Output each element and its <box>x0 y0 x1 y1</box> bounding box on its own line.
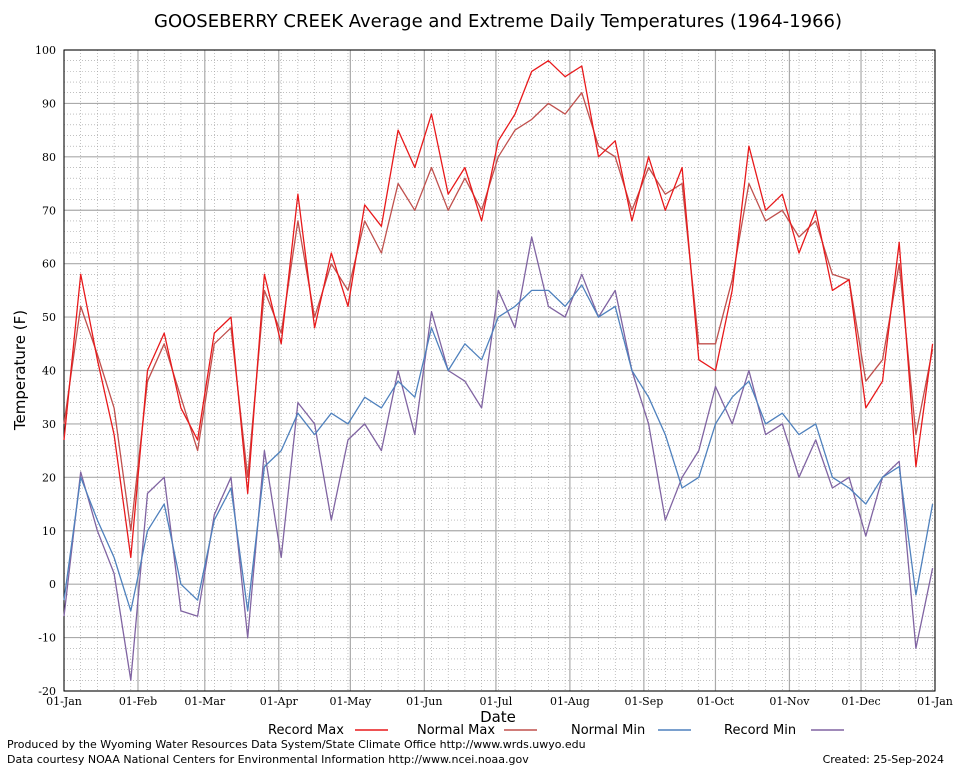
legend: Record Max Normal Max Normal Min Record Min <box>268 723 844 738</box>
y-tick-label: 100 <box>35 44 56 57</box>
x-tick-label: 01-Apr <box>260 695 299 708</box>
legend-label-normal-max: Normal Max <box>417 723 495 738</box>
y-axis-label: Temperature (F) <box>11 310 29 431</box>
x-tick-label: 01-Aug <box>550 695 590 708</box>
x-tick-label: 01-Jan <box>46 695 82 708</box>
y-tick-label: 20 <box>42 471 56 484</box>
x-tick-label: 01-Dec <box>841 695 880 708</box>
x-tick-label: 01-Nov <box>769 695 810 708</box>
y-tick-label: 60 <box>42 258 56 271</box>
legend-label-normal-min: Normal Min <box>571 723 645 738</box>
y-tick-label: 40 <box>42 365 56 378</box>
x-tick-label: 01-May <box>329 695 372 708</box>
y-tick-label: 50 <box>42 311 56 324</box>
x-tick-label: 01-Jun <box>406 695 442 708</box>
series-line-record-max <box>63 60 934 559</box>
y-tick-label: 10 <box>42 525 56 538</box>
x-axis-label: Date <box>480 708 516 726</box>
y-tick-label: 0 <box>49 578 56 591</box>
plot-frame <box>63 49 936 692</box>
y-tick-label: -20 <box>38 685 56 698</box>
x-tick-label: 01-Sep <box>624 695 663 708</box>
legend-label-record-min: Record Min <box>724 723 796 738</box>
x-tick-label: 01-Mar <box>184 695 226 708</box>
chart-title: GOOSEBERRY CREEK Average and Extreme Dai… <box>154 11 842 32</box>
footer-created: Created: 25-Sep-2024 <box>823 753 944 766</box>
x-tick-label: 01-Jan <box>917 695 953 708</box>
footer-produced-by: Produced by the Wyoming Water Resources … <box>7 738 586 751</box>
footer-data-courtesy: Data courtesy NOAA National Centers for … <box>7 753 529 766</box>
y-tick-label: 90 <box>42 97 56 110</box>
y-tick-label: 30 <box>42 418 56 431</box>
y-tick-label: 70 <box>42 204 56 217</box>
legend-label-record-max: Record Max <box>268 723 344 738</box>
series-line-normal-min <box>63 284 934 612</box>
y-tick-label: -10 <box>38 632 56 645</box>
x-tick-label: 01-Feb <box>119 695 157 708</box>
y-tick-label: 80 <box>42 151 56 164</box>
series-line-normal-max <box>63 92 934 532</box>
x-tick-label: 01-Oct <box>697 695 735 708</box>
x-tick-label: 01-Jul <box>480 695 513 708</box>
